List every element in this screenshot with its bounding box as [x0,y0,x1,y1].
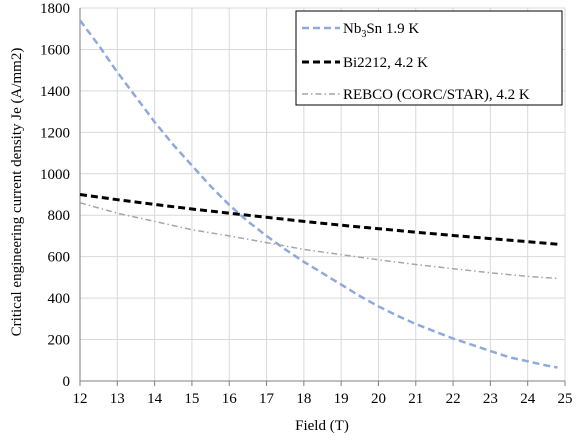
x-tick-label: 21 [408,391,423,407]
legend-box [295,10,563,106]
x-tick-label: 23 [483,391,498,407]
legend: Nb3Sn 1.9 K Bi2212, 4.2 K REBCO (CORC/ST… [295,10,563,106]
x-tick-label: 15 [184,391,199,407]
series-line-rebco [79,202,558,280]
x-tick-label: 18 [296,391,311,407]
y-tick-label: 1000 [40,167,70,183]
y-tick-label: 800 [48,208,71,224]
legend-label-bi2212: Bi2212, 4.2 K [343,55,428,71]
y-tick-label: 1600 [40,42,70,58]
tick-labels: 12 13 14 15 16 17 18 19 20 21 22 23 24 25 0 200 400 600 80… [40,1,573,407]
x-tick-label: 24 [520,391,536,407]
legend-label-rebco: REBCO (CORC/STAR), 4.2 K [343,87,530,103]
legend-label-nb3sn: Nb3Sn 1.9 K [343,21,419,40]
legend-entry-nb3sn: Nb3Sn 1.9 K [302,21,419,40]
y-tick-label: 200 [48,333,71,349]
y-axis-label: Critical engineering current density Je … [9,48,25,337]
x-tick-label: 12 [73,391,88,407]
x-tick-label: 14 [147,391,163,407]
y-tick-label: 1400 [40,84,70,100]
series-line-nb3sn [79,19,558,369]
legend-entry-rebco: REBCO (CORC/STAR), 4.2 K [302,87,530,103]
y-tick-label: 1800 [40,1,70,17]
x-tick-label: 17 [259,391,275,407]
x-tick-label: 19 [334,391,349,407]
y-tick-label: 400 [48,291,71,307]
y-tick-label: 600 [48,250,71,266]
y-tick-label: 1200 [40,125,70,141]
series-line-bi2212 [79,193,558,246]
x-tick-label: 20 [371,391,386,407]
series-layer [79,19,558,369]
x-tick-label: 13 [110,391,125,407]
y-tick-label: 0 [63,374,71,390]
x-axis-label: Field (T) [295,418,349,434]
legend-entry-bi2212: Bi2212, 4.2 K [302,55,428,71]
x-tick-label: 22 [446,391,461,407]
x-tick-label: 16 [222,391,238,407]
x-tick-label: 25 [558,391,573,407]
